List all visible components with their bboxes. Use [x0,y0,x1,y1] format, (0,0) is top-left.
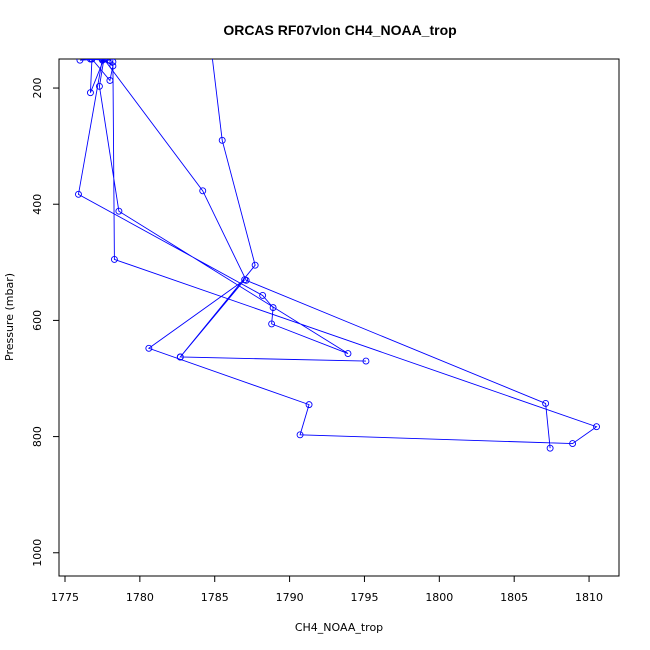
series-line [77,59,598,449]
x-tick-label: 1810 [575,591,603,604]
data-point [145,344,153,352]
data-point [269,304,277,312]
data-point [109,59,117,66]
data-point [251,261,259,269]
data-point [305,401,313,409]
y-axis: 200 400 600 800 1000 [31,78,59,567]
data-point [76,59,84,64]
x-tick-label: 1790 [276,591,304,604]
x-tick-label: 1780 [126,591,154,604]
y-tick-label: 200 [31,78,44,99]
data-point [542,400,550,407]
data-point [109,62,117,70]
x-axis: 1775 1780 1785 1790 1795 1800 1805 1810 [51,576,603,604]
x-tick-label: 1800 [425,591,453,604]
y-axis-label: Pressure (mbar) [3,273,16,361]
data-point [88,59,96,63]
data-point [209,50,215,56]
x-axis-label: CH4_NOAA_trop [295,621,383,634]
series-points [75,50,600,452]
data-point [199,187,207,195]
plot-area [75,50,600,452]
y-tick-label: 600 [31,310,44,331]
data-point [593,423,600,431]
plot-frame [58,58,620,577]
x-tick-label: 1775 [51,591,79,604]
x-tick-label: 1805 [500,591,528,604]
data-point [115,207,123,215]
data-point [218,136,226,144]
data-point [569,440,577,448]
data-point [296,431,304,439]
data-point [100,59,108,63]
data-point [344,350,352,357]
data-point [362,357,370,365]
data-point [259,291,267,299]
data-point [106,77,114,84]
data-point [86,89,94,97]
y-tick-label: 800 [31,426,44,447]
x-tick-label: 1795 [350,591,378,604]
data-point [176,353,184,361]
chart-title: ORCAS RF07vlon CH4_NOAA_trop [223,22,456,38]
data-point [110,255,118,263]
y-tick-label: 1000 [31,539,44,567]
data-point [242,276,250,284]
x-tick-label: 1785 [201,591,229,604]
y-tick-label: 400 [31,194,44,215]
data-point [268,320,276,328]
data-point [546,444,554,452]
data-point [95,82,103,90]
data-point [75,190,82,198]
